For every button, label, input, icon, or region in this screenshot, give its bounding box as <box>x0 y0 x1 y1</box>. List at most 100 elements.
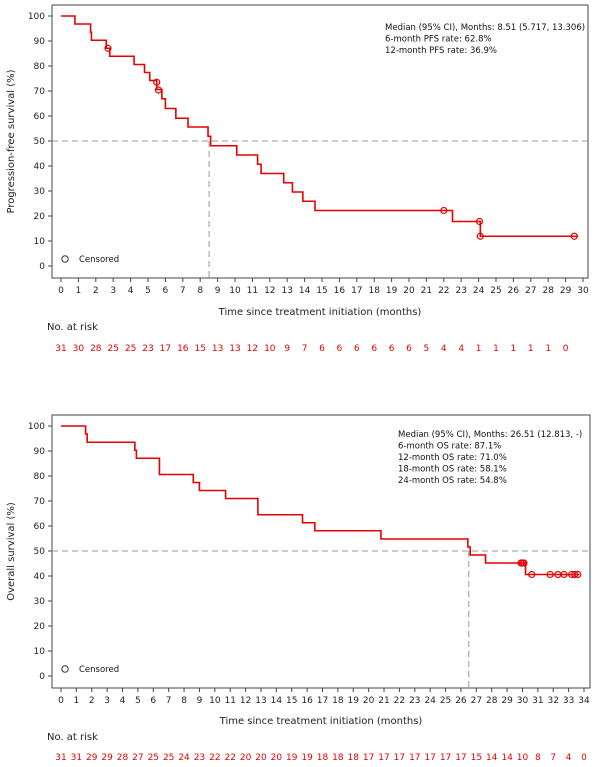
risk-number: 6 <box>337 344 343 354</box>
x-tick-label: 33 <box>563 696 574 706</box>
x-tick-label: 22 <box>438 286 449 296</box>
risk-number: 24 <box>178 753 190 763</box>
risk-number: 19 <box>301 753 313 763</box>
risk-number: 18 <box>348 753 360 763</box>
y-tick-label: 20 <box>34 622 46 632</box>
y-tick-label: 0 <box>39 262 45 272</box>
risk-number: 7 <box>302 344 308 354</box>
y-tick-label: 100 <box>28 422 45 432</box>
risk-number: 4 <box>458 344 464 354</box>
censored-marker <box>528 570 536 579</box>
y-tick-label: 60 <box>34 112 46 122</box>
annotation-line: 12-month OS rate: 71.0% <box>398 453 507 463</box>
risk-number: 6 <box>319 344 325 354</box>
risk-number: 17 <box>363 753 374 763</box>
censored-legend-label: Censored <box>79 665 119 675</box>
x-tick-label: 26 <box>455 696 467 706</box>
y-tick-label: 10 <box>34 237 46 247</box>
risk-number: 23 <box>194 753 205 763</box>
x-tick-label: 5 <box>145 286 151 296</box>
censored-marker <box>520 559 528 567</box>
y-tick-label: 50 <box>34 547 46 557</box>
x-tick-label: 29 <box>560 286 572 296</box>
risk-number: 17 <box>440 753 451 763</box>
x-tick-label: 11 <box>247 286 258 296</box>
x-tick-label: 7 <box>180 286 186 296</box>
annotation-line: 18-month OS rate: 58.1% <box>398 465 507 475</box>
risk-number: 1 <box>528 344 534 354</box>
risk-number: 29 <box>101 753 113 763</box>
x-tick-label: 3 <box>104 696 110 706</box>
x-tick-label: 16 <box>334 286 346 296</box>
censored-legend-label: Censored <box>79 255 119 265</box>
censored-marker <box>104 44 112 52</box>
risk-number: 25 <box>107 344 118 354</box>
x-tick-label: 30 <box>517 696 529 706</box>
risk-number: 9 <box>284 344 290 354</box>
censored-marker <box>571 570 579 579</box>
x-tick-label: 29 <box>501 696 513 706</box>
x-tick-label: 27 <box>525 286 536 296</box>
risk-number: 17 <box>394 753 405 763</box>
x-tick-label: 3 <box>110 286 116 296</box>
risk-number: 17 <box>378 753 389 763</box>
risk-number: 25 <box>163 753 174 763</box>
x-tick-label: 14 <box>271 696 283 706</box>
x-tick-label: 17 <box>317 696 328 706</box>
risk-number: 17 <box>424 753 435 763</box>
y-tick-label: 70 <box>34 497 46 507</box>
y-tick-label: 80 <box>34 472 46 482</box>
risk-number: 17 <box>409 753 420 763</box>
y-tick-label: 50 <box>34 137 46 147</box>
risk-number: 10 <box>264 344 276 354</box>
x-tick-label: 19 <box>348 696 360 706</box>
y-tick-label: 0 <box>39 672 45 682</box>
x-tick-label: 21 <box>378 696 389 706</box>
x-tick-label: 24 <box>473 286 485 296</box>
x-tick-label: 2 <box>89 696 95 706</box>
x-tick-label: 25 <box>490 286 501 296</box>
risk-number: 19 <box>286 753 298 763</box>
risk-number: 18 <box>317 753 329 763</box>
risk-number: 20 <box>255 753 267 763</box>
risk-number: 15 <box>194 344 205 354</box>
censored-marker <box>154 86 163 94</box>
risk-number: 6 <box>389 344 395 354</box>
x-tick-label: 0 <box>58 286 64 296</box>
risk-number: 22 <box>224 753 235 763</box>
x-tick-label: 28 <box>486 696 498 706</box>
censored-marker <box>560 570 568 579</box>
x-tick-label: 13 <box>281 286 292 296</box>
y-tick-label: 90 <box>34 447 46 457</box>
x-tick-label: 1 <box>76 286 82 296</box>
risk-number: 10 <box>517 753 529 763</box>
risk-number: 15 <box>471 753 482 763</box>
x-tick-label: 28 <box>542 286 554 296</box>
x-tick-label: 15 <box>316 286 327 296</box>
x-tick-label: 0 <box>58 696 64 706</box>
y-axis-label: Progression-free survival (%) <box>6 69 17 213</box>
censored-marker <box>153 78 161 86</box>
y-tick-label: 30 <box>34 597 46 607</box>
risk-number: 16 <box>177 344 189 354</box>
annotation-line: 6-month OS rate: 87.1% <box>398 442 501 452</box>
x-tick-label: 25 <box>440 696 451 706</box>
risk-number: 13 <box>229 344 240 354</box>
annotation-line: Median (95% CI), Months: 8.51 (5.717, 13… <box>385 23 585 33</box>
survival-curve <box>61 425 580 576</box>
x-tick-label: 12 <box>264 286 275 296</box>
x-tick-label: 27 <box>471 696 482 706</box>
x-tick-label: 16 <box>301 696 313 706</box>
risk-number: 28 <box>90 344 102 354</box>
x-tick-label: 34 <box>578 696 590 706</box>
y-axis-label: Overall survival (%) <box>6 502 17 601</box>
censored-marker <box>475 217 484 226</box>
y-tick-label: 40 <box>34 572 46 582</box>
censored-marker <box>574 570 582 579</box>
x-tick-label: 18 <box>332 696 344 706</box>
x-tick-label: 10 <box>209 696 221 706</box>
x-tick-label: 9 <box>215 286 221 296</box>
risk-table-title: No. at risk <box>47 732 98 743</box>
x-tick-label: 19 <box>386 286 398 296</box>
